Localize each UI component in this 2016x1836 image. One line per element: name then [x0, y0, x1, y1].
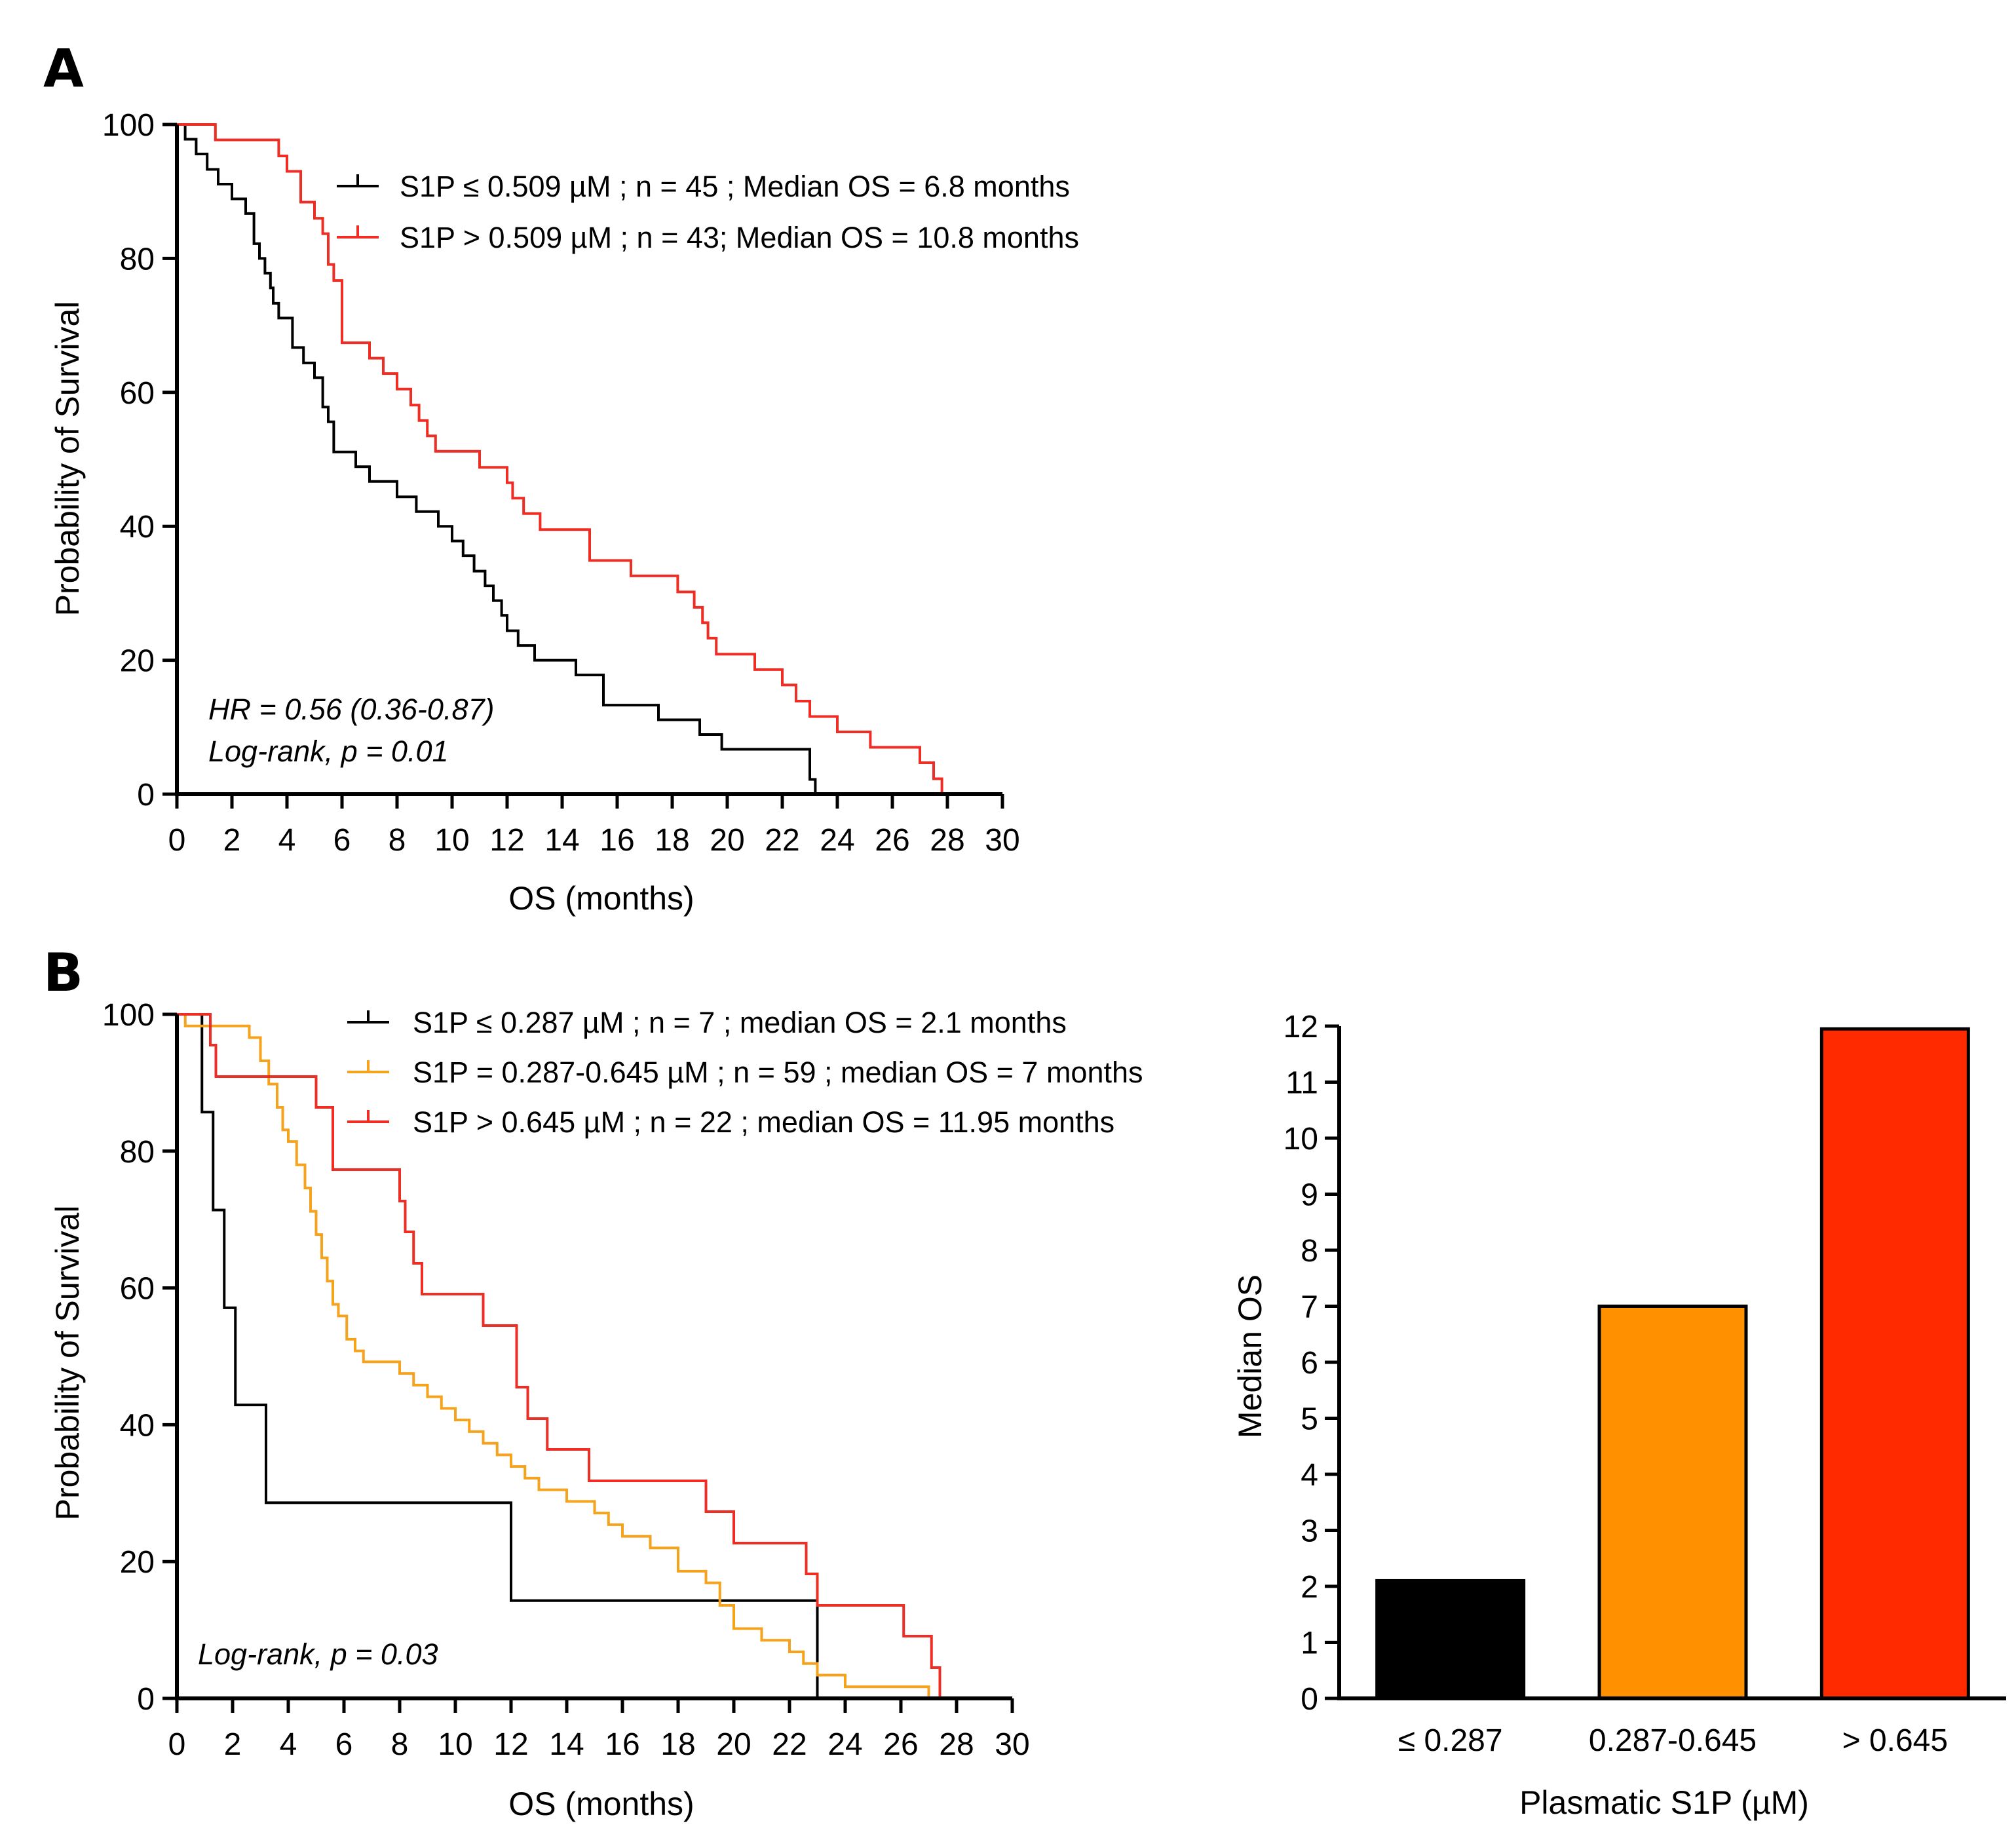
x-tick-label: 16: [605, 1727, 639, 1762]
x-tick-label: 14: [549, 1727, 584, 1762]
x-tick-label: 10: [434, 823, 469, 858]
x-tick-label: 24: [820, 823, 854, 858]
km-b-legend-label-high: S1P > 0.645 µM ; n = 22 ; median OS = 11…: [413, 1105, 1114, 1139]
km-b-series-1: [177, 1013, 951, 1700]
x-tick-label: 0: [168, 823, 186, 858]
panel-label-b: B: [43, 942, 83, 1003]
panel-label-a: A: [43, 38, 84, 99]
y-tick-label: 0: [137, 1682, 155, 1717]
y-tick-label: 80: [120, 1135, 155, 1170]
y-tick-label: 0: [1301, 1682, 1318, 1717]
y-tick-label: 12: [1284, 1010, 1318, 1044]
km-b-axes: [175, 1014, 1012, 1700]
bar-2: [1819, 1027, 1970, 1700]
x-tick-label: 22: [765, 823, 799, 858]
x-tick-label: 20: [716, 1727, 751, 1762]
y-tick-label: 40: [120, 1408, 155, 1443]
x-tick-label: 24: [827, 1727, 862, 1762]
km-a-y-axis-title: Probability of Survival: [49, 301, 86, 617]
y-tick-label: 60: [120, 1272, 155, 1307]
km-b-series-0: [177, 1013, 819, 1698]
km-a-series-0: [177, 123, 846, 795]
km-a-legend: S1P ≤ 0.509 µM ; n = 45 ; Median OS = 6.…: [337, 170, 1079, 254]
x-tick-label: 2: [223, 823, 241, 858]
x-tick-label: 20: [710, 823, 744, 858]
x-tick-label: 4: [280, 1727, 297, 1762]
bar-0: [1375, 1578, 1526, 1700]
bar-category-label: > 0.645: [1842, 1723, 1948, 1758]
y-tick-label: 9: [1301, 1178, 1318, 1213]
km-b-series-2: [177, 1013, 941, 1698]
x-tick-label: 26: [883, 1727, 918, 1762]
x-tick-label: 8: [389, 823, 406, 858]
x-tick-label: 14: [544, 823, 579, 858]
y-tick-label: 4: [1301, 1458, 1318, 1493]
y-tick-label: 10: [1284, 1122, 1318, 1157]
x-tick-label: 6: [333, 823, 351, 858]
x-tick-label: 2: [224, 1727, 242, 1762]
y-tick-label: 3: [1301, 1514, 1318, 1549]
x-tick-label: 6: [335, 1727, 353, 1762]
y-tick-label: 60: [120, 376, 155, 411]
km-a-axes: [175, 124, 1002, 796]
x-tick-label: 18: [660, 1727, 695, 1762]
y-tick-label: 6: [1301, 1346, 1318, 1381]
km-b-series-layer: [177, 1013, 951, 1700]
x-tick-label: 16: [599, 823, 634, 858]
x-tick-label: 30: [985, 823, 1019, 858]
y-tick-label: 20: [120, 1545, 155, 1580]
bar-b-bars: [1375, 1027, 1970, 1700]
x-tick-label: 28: [930, 823, 964, 858]
bar-category-label: ≤ 0.287: [1398, 1723, 1503, 1758]
y-tick-label: 5: [1301, 1402, 1318, 1437]
x-tick-label: 12: [493, 1727, 528, 1762]
bar-b-y-axis-title: Median OS: [1232, 1274, 1268, 1438]
x-tick-label: 22: [772, 1727, 807, 1762]
y-tick-label: 8: [1301, 1234, 1318, 1269]
km-a-x-axis-title: OS (months): [508, 880, 694, 917]
km-a-legend-label-high: S1P > 0.509 µM ; n = 43; Median OS = 10.…: [400, 221, 1079, 254]
km-a-legend-label-low: S1P ≤ 0.509 µM ; n = 45 ; Median OS = 6.…: [400, 170, 1070, 203]
y-tick-label: 0: [137, 778, 155, 813]
km-a-series-layer: [177, 123, 943, 795]
y-tick-label: 11: [1285, 1066, 1318, 1101]
x-tick-label: 12: [489, 823, 524, 858]
bar-1: [1597, 1305, 1748, 1700]
x-tick-label: 30: [995, 1727, 1029, 1762]
y-tick-label: 20: [120, 644, 155, 679]
x-tick-label: 26: [875, 823, 909, 858]
bar-category-label: 0.287-0.645: [1589, 1723, 1757, 1758]
x-tick-label: 28: [939, 1727, 974, 1762]
y-tick-label: 7: [1301, 1290, 1318, 1325]
km-b-legend: S1P ≤ 0.287 µM ; n = 7 ; median OS = 2.1…: [347, 1006, 1143, 1139]
x-tick-label: 4: [278, 823, 296, 858]
x-tick-label: 10: [438, 1727, 472, 1762]
y-tick-label: 2: [1301, 1570, 1318, 1605]
y-tick-label: 1: [1301, 1626, 1318, 1661]
km-a-hazard-ratio: HR = 0.56 (0.36-0.87): [208, 693, 495, 726]
y-tick-label: 100: [102, 998, 155, 1033]
km-chart-a: 0 2 4 6 8 10 12 14 16 18 20 22 24 26 28 30020406080100 …: [49, 108, 1079, 917]
km-b-legend-label-low: S1P ≤ 0.287 µM ; n = 7 ; median OS = 2.1…: [413, 1006, 1067, 1039]
x-tick-label: 0: [168, 1727, 186, 1762]
y-tick-label: 100: [102, 108, 155, 143]
x-tick-label: 18: [655, 823, 689, 858]
km-b-legend-label-mid: S1P = 0.287-0.645 µM ; n = 59 ; median O…: [413, 1056, 1143, 1089]
y-tick-label: 40: [120, 510, 155, 545]
bar-b-ticks: ≤ 0.287 0.287-0.645 > 0.645012345678910111…: [1284, 1010, 1948, 1758]
x-tick-label: 8: [391, 1727, 409, 1762]
y-tick-label: 80: [120, 242, 155, 277]
km-a-logrank: Log-rank, p = 0.01: [208, 735, 449, 768]
km-b-x-axis-title: OS (months): [508, 1786, 694, 1822]
km-a-series-1: [177, 123, 943, 794]
bar-chart-b: ≤ 0.287 0.287-0.645 > 0.645012345678910111…: [1232, 1010, 2006, 1821]
km-b-y-axis-title: Probability of Survival: [49, 1206, 86, 1521]
km-chart-b: 0 2 4 6 8 10 12 14 16 18 20 22 24 26 28 30020406080100 …: [49, 998, 1143, 1822]
km-b-logrank: Log-rank, p = 0.03: [198, 1637, 438, 1671]
bar-b-x-axis-title: Plasmatic S1P (µM): [1519, 1784, 1809, 1821]
